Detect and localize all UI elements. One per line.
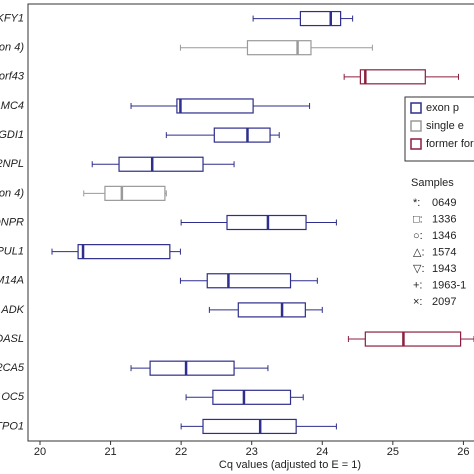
x-tick-label: 23 [246, 446, 258, 458]
x-axis-label: Cq values (adjusted to E = 1) [219, 459, 361, 471]
x-tick-label: 20 [34, 446, 46, 458]
box [246, 40, 312, 56]
box [213, 127, 271, 143]
legend-title: Samples [411, 177, 454, 189]
category-label: on 4) [0, 187, 24, 199]
legend-label: single e [426, 120, 464, 132]
x-tick-label: 21 [104, 446, 116, 458]
legend-symbol: ×: [413, 296, 422, 308]
legend-label: former for con [426, 138, 474, 150]
category-label: ADK [0, 304, 24, 316]
category-label: on 4) [0, 42, 24, 54]
legend-symbol: ▽: [413, 263, 425, 275]
box [104, 185, 166, 201]
legend-box [405, 170, 474, 310]
category-label: M14A [0, 275, 24, 287]
box [206, 273, 292, 289]
category-label: DNPR [0, 216, 24, 228]
category-label: 2NPL [0, 158, 24, 170]
category-label: TPO1 [0, 420, 24, 432]
legend-label: 2097 [432, 296, 456, 308]
category-label: 2CA5 [0, 362, 25, 374]
legend-symbol: □: [413, 213, 423, 225]
box [359, 69, 426, 85]
category-label: GDI1 [0, 129, 24, 141]
x-tick-label: 26 [457, 446, 469, 458]
x-tick-label: 25 [387, 446, 399, 458]
category-label: DASL [0, 333, 24, 345]
legend-symbol: *: [413, 197, 420, 209]
x-tick-label: 24 [316, 446, 328, 458]
legend-swatch [410, 138, 422, 150]
box [202, 418, 297, 435]
box [149, 360, 235, 376]
box [176, 98, 254, 114]
legend-label: 1963-1 [432, 279, 466, 291]
category-label: OC5 [1, 391, 25, 403]
x-tick-label: 22 [175, 446, 187, 458]
category-label: PUL1 [0, 246, 24, 258]
box [364, 331, 462, 347]
legend-label: exon p [426, 102, 459, 114]
box [237, 302, 306, 318]
category-label: AMC4 [0, 100, 24, 112]
legend-label: 1336 [432, 213, 456, 225]
legend-label: 0649 [432, 197, 456, 209]
legend-symbol: ○: [413, 230, 423, 242]
legend-swatch [410, 120, 422, 132]
legend-symbol: +: [413, 279, 422, 291]
box [212, 389, 292, 405]
category-label: KFY1 [0, 12, 24, 24]
box [299, 10, 342, 27]
legend-label: 1943 [432, 263, 456, 275]
legend-swatch [410, 102, 422, 114]
category-label: orf43 [0, 71, 25, 83]
box [118, 156, 204, 172]
legend-label: 1574 [432, 246, 456, 258]
box [226, 214, 307, 231]
box [77, 244, 171, 260]
legend-label: 1346 [432, 230, 456, 242]
legend-symbol: △: [413, 246, 425, 258]
legend: exon p single e former for con Samples *: 064… [404, 96, 474, 310]
